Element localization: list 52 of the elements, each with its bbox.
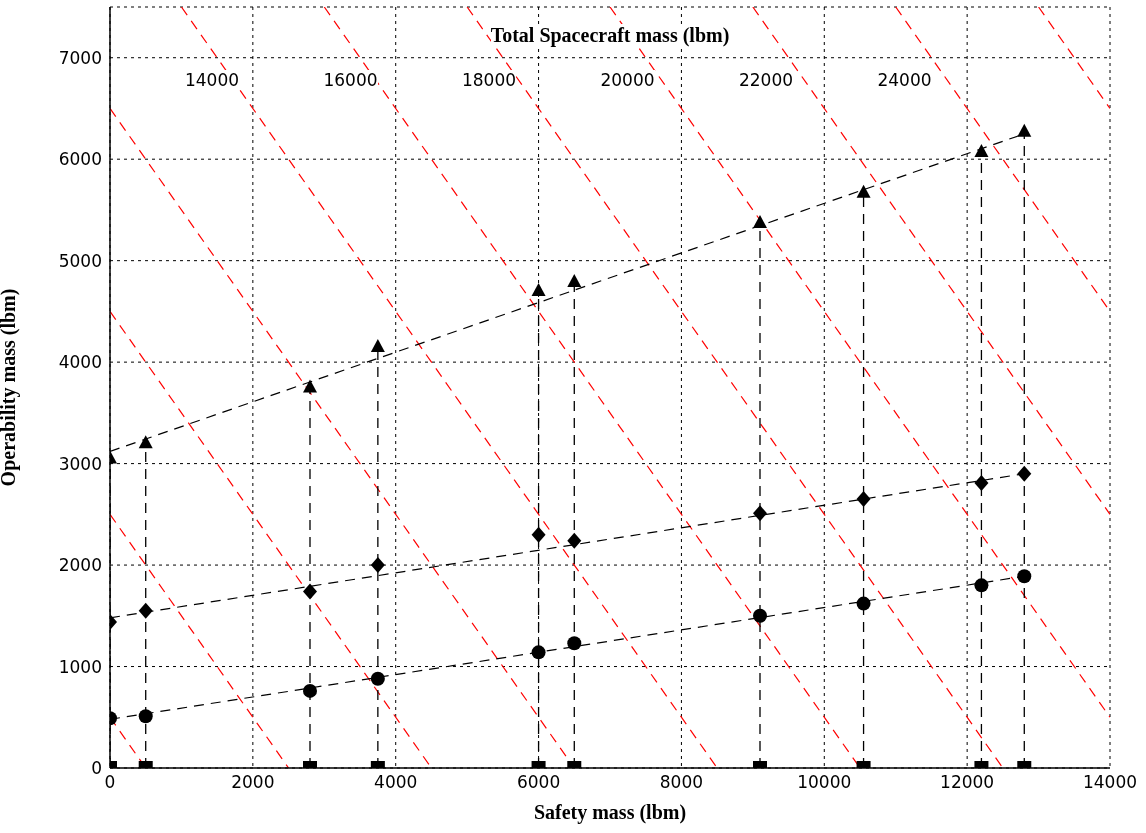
point (974, 144, 989, 158)
point (974, 474, 989, 491)
annotation: 20000 (600, 70, 655, 90)
point (753, 215, 767, 229)
point (753, 505, 767, 522)
point (138, 435, 153, 449)
point (1017, 569, 1032, 584)
y-tick-label: 6000 (58, 149, 102, 170)
annotation: 16000 (323, 70, 378, 90)
point (531, 283, 546, 297)
y-tick-label: 0 (91, 758, 102, 779)
text: Total Spacecraft mass (lbm) (490, 24, 730, 46)
point (370, 671, 385, 686)
point (531, 526, 546, 543)
annotation: 18000 (461, 70, 517, 90)
point (567, 273, 582, 287)
y-tick-label: 3000 (58, 453, 102, 474)
point (303, 683, 317, 698)
point (303, 583, 317, 600)
x-axis-title: Safety mass (lbm) (533, 801, 687, 824)
point (856, 184, 871, 198)
point (370, 338, 385, 352)
point (974, 578, 989, 593)
point (753, 608, 767, 623)
y-tick-label: 5000 (58, 250, 102, 271)
point (856, 491, 871, 508)
y-tick-label: 1000 (58, 656, 102, 677)
point (370, 557, 385, 574)
annotation: 22000 (738, 70, 794, 90)
y-tick-label: 7000 (58, 47, 102, 68)
point (567, 636, 582, 651)
annotation: 24000 (877, 70, 932, 90)
x-tick-label: 14000 (1082, 772, 1138, 793)
point (1017, 465, 1032, 482)
point (138, 602, 153, 619)
x-tick-label: 12000 (940, 772, 995, 793)
y-tick-label: 2000 (58, 555, 102, 576)
x-tick-label: 8000 (659, 772, 704, 793)
point (856, 596, 871, 611)
x-tick-label: 6000 (516, 772, 561, 793)
y-tick-label: 4000 (58, 352, 102, 373)
point (531, 645, 546, 660)
point (1017, 123, 1032, 137)
point (138, 709, 153, 724)
y-axis-title: Operability mass (lbm) (0, 288, 21, 487)
x-tick-label: 2000 (231, 772, 275, 793)
point (303, 379, 317, 393)
x-tick-label: 0 (104, 772, 116, 793)
x-tick-label: 4000 (374, 772, 418, 793)
x-tick-label: 10000 (797, 772, 852, 793)
point (567, 532, 582, 549)
annotation: 14000 (184, 70, 240, 90)
